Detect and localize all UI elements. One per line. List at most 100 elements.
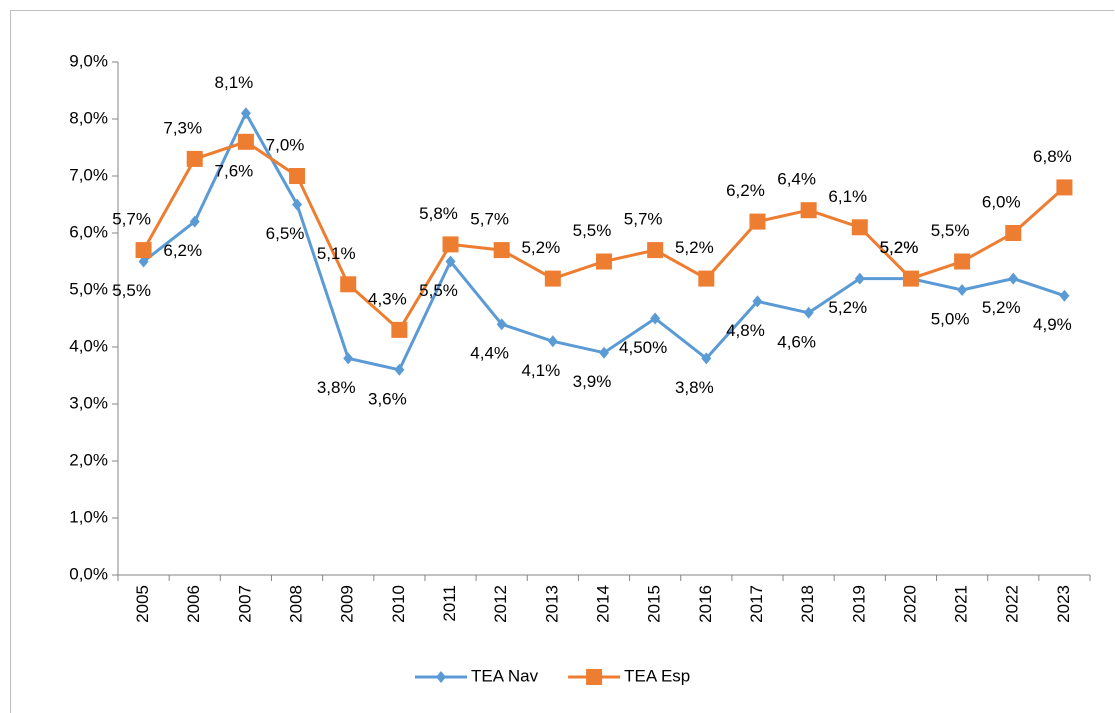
data-label: 5,5% bbox=[419, 281, 458, 300]
marker bbox=[1008, 272, 1019, 285]
marker bbox=[189, 215, 200, 228]
data-label: 4,8% bbox=[726, 321, 765, 340]
marker bbox=[138, 255, 149, 268]
marker bbox=[394, 363, 405, 376]
data-label: 5,2% bbox=[521, 238, 560, 257]
data-label: 4,50% bbox=[619, 338, 667, 357]
marker bbox=[1059, 289, 1070, 302]
marker bbox=[186, 150, 203, 167]
legend-marker bbox=[586, 669, 603, 685]
marker bbox=[1056, 179, 1073, 196]
marker bbox=[701, 352, 712, 365]
y-tick-label: 7,0% bbox=[69, 165, 108, 184]
x-tick-label: 2023 bbox=[1054, 585, 1073, 623]
x-tick-label: 2015 bbox=[645, 585, 664, 623]
x-tick-label: 2010 bbox=[389, 585, 408, 623]
data-label: 4,4% bbox=[470, 344, 509, 363]
data-label: 6,2% bbox=[163, 241, 202, 260]
data-label: 5,7% bbox=[624, 210, 663, 229]
data-label: 4,9% bbox=[1033, 315, 1072, 334]
marker bbox=[135, 242, 152, 259]
marker bbox=[596, 253, 612, 270]
data-label: 5,2% bbox=[675, 238, 714, 257]
y-tick-label: 8,0% bbox=[69, 108, 108, 127]
x-tick-label: 2013 bbox=[542, 585, 561, 623]
data-label: 5,7% bbox=[112, 210, 151, 229]
x-tick-label: 2012 bbox=[491, 585, 510, 623]
data-label: 5,0% bbox=[931, 309, 970, 328]
marker bbox=[599, 346, 609, 359]
marker bbox=[1005, 225, 1022, 241]
marker bbox=[343, 352, 354, 365]
legend-marker bbox=[436, 671, 446, 683]
legend-label: TEA Nav bbox=[471, 666, 539, 685]
data-label: 4,6% bbox=[777, 332, 816, 351]
x-tick-label: 2007 bbox=[235, 585, 254, 623]
marker bbox=[544, 270, 561, 287]
x-tick-label: 2019 bbox=[849, 585, 868, 623]
data-label: 6,8% bbox=[1033, 147, 1072, 166]
marker bbox=[851, 219, 868, 236]
x-tick-label: 2009 bbox=[338, 585, 357, 623]
marker bbox=[800, 202, 817, 219]
data-label: 5,5% bbox=[112, 281, 151, 300]
chart-border bbox=[10, 10, 1114, 713]
data-label: 6,1% bbox=[828, 187, 867, 206]
data-label: 3,8% bbox=[675, 378, 714, 397]
data-label: 5,2% bbox=[880, 238, 919, 257]
y-tick-label: 1,0% bbox=[69, 507, 108, 526]
marker bbox=[647, 242, 664, 259]
marker bbox=[547, 335, 558, 348]
y-tick-label: 2,0% bbox=[69, 450, 108, 469]
marker bbox=[292, 198, 303, 211]
marker bbox=[240, 107, 251, 120]
marker bbox=[391, 321, 408, 338]
data-label: 7,0% bbox=[266, 135, 305, 154]
marker bbox=[289, 168, 306, 184]
data-label: 5,2% bbox=[828, 298, 867, 317]
data-label: 4,1% bbox=[521, 361, 560, 380]
x-tick-label: 2014 bbox=[593, 585, 612, 623]
data-label: 5,5% bbox=[931, 221, 970, 240]
data-label: 3,8% bbox=[317, 378, 356, 397]
marker bbox=[237, 133, 254, 150]
marker bbox=[902, 270, 919, 287]
y-tick-label: 6,0% bbox=[69, 222, 108, 241]
marker bbox=[954, 253, 971, 270]
x-tick-label: 2016 bbox=[696, 585, 715, 623]
data-label: 5,2% bbox=[982, 298, 1021, 317]
data-label: 5,7% bbox=[470, 210, 509, 229]
y-tick-label: 5,0% bbox=[69, 279, 108, 298]
x-tick-label: 2018 bbox=[798, 585, 817, 623]
data-label: 6,4% bbox=[777, 170, 816, 189]
marker bbox=[957, 284, 968, 296]
marker bbox=[698, 270, 715, 287]
x-tick-label: 2006 bbox=[184, 585, 203, 623]
marker bbox=[442, 236, 459, 253]
marker bbox=[493, 242, 510, 259]
data-label: 6,0% bbox=[982, 192, 1021, 211]
y-tick-label: 4,0% bbox=[69, 336, 108, 355]
marker bbox=[749, 213, 766, 230]
marker bbox=[752, 295, 763, 308]
x-tick-label: 2021 bbox=[952, 585, 971, 623]
data-label: 6,2% bbox=[726, 181, 765, 200]
legend-label: TEA Esp bbox=[624, 666, 690, 685]
marker bbox=[803, 306, 814, 319]
x-tick-label: 2022 bbox=[1003, 585, 1022, 623]
x-tick-label: 2011 bbox=[440, 585, 459, 622]
data-label: 3,6% bbox=[368, 389, 407, 408]
data-label: 5,1% bbox=[317, 244, 356, 263]
data-label: 7,6% bbox=[215, 161, 254, 180]
data-label: 8,1% bbox=[215, 73, 254, 92]
data-label: 7,3% bbox=[163, 118, 202, 137]
marker bbox=[854, 272, 865, 285]
data-label: 6,5% bbox=[266, 224, 305, 243]
y-tick-label: 3,0% bbox=[69, 393, 108, 412]
x-tick-label: 2017 bbox=[747, 585, 766, 623]
data-label: 5,8% bbox=[419, 204, 458, 223]
data-label: 4,3% bbox=[368, 289, 407, 308]
data-label: 5,2% bbox=[880, 238, 919, 257]
x-tick-label: 2020 bbox=[900, 585, 919, 623]
